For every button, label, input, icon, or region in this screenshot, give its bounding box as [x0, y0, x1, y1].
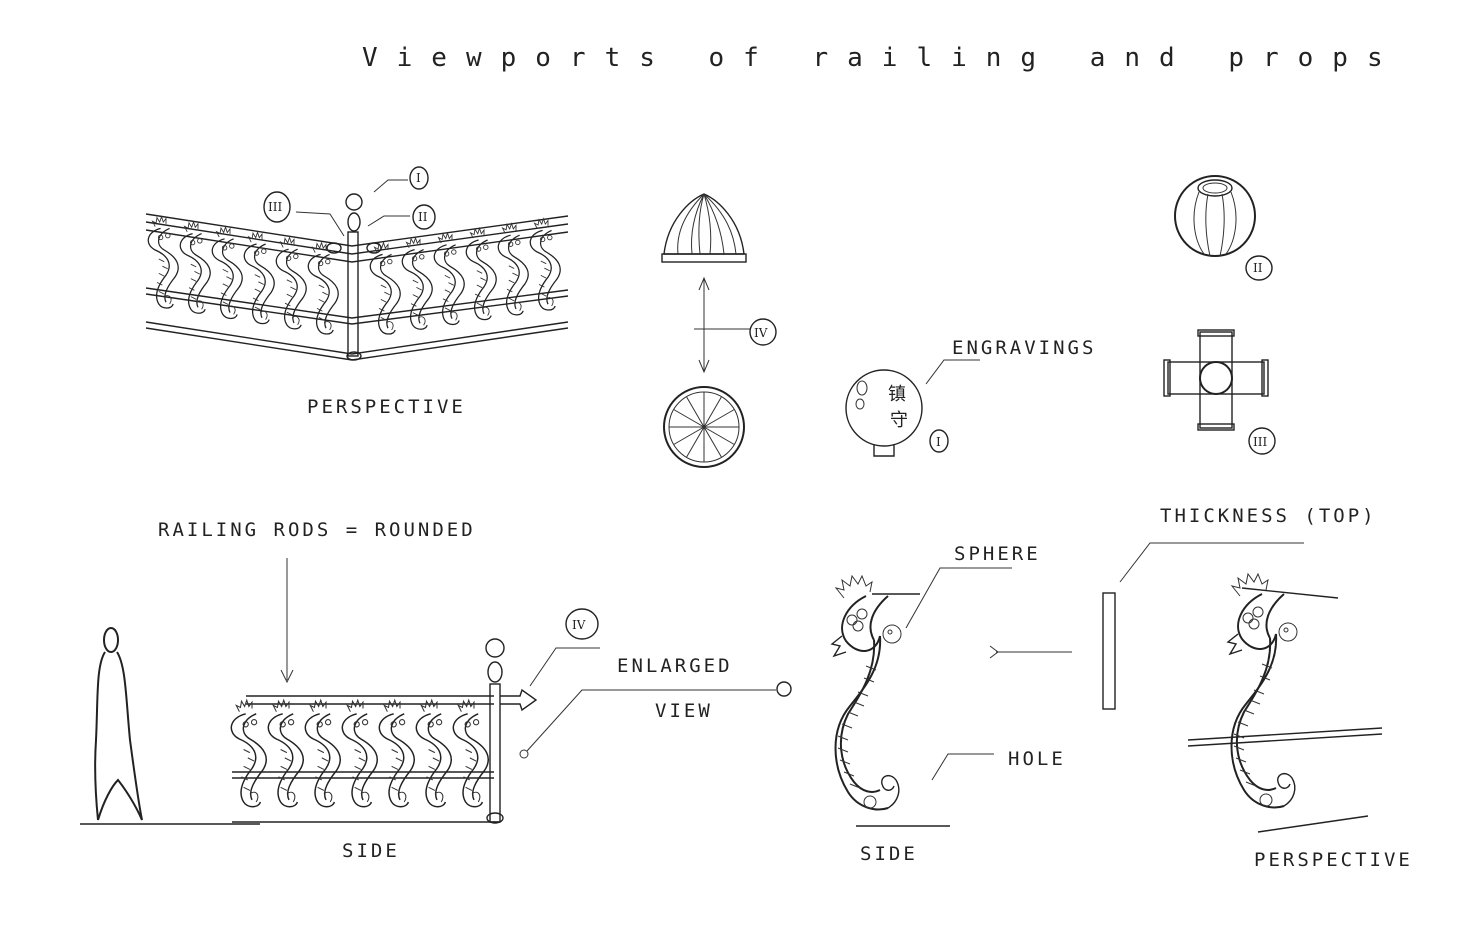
label-sphere: SPHERE: [954, 543, 1041, 565]
engraving-glyph-2: 守: [890, 410, 908, 431]
ball-finial-drawing: II: [1174, 175, 1273, 281]
label-thickness: THICKNESS (TOP): [1160, 505, 1377, 527]
dragon-side-callouts: [905, 567, 1072, 781]
railing-rods-arrow: [280, 558, 294, 684]
callout-i-sphere: I: [936, 435, 941, 449]
enlarged-view-pointer: [519, 681, 792, 759]
serpent-baluster: [452, 699, 489, 808]
engraving-glyph-1: 镇: [888, 384, 906, 405]
cross-connector-drawing: III: [1163, 329, 1276, 455]
thickness-top-view: [1102, 542, 1304, 710]
callout-i-top: I: [416, 171, 421, 185]
dome-rib-line: [686, 396, 705, 428]
callout-ii-ball: II: [1253, 261, 1263, 275]
label-perspective-top: PERSPECTIVE: [307, 396, 466, 418]
perspective-callouts: I II III: [263, 166, 436, 237]
dragon-perspective-drawing: [1187, 573, 1383, 833]
serpent-baluster: [341, 699, 378, 808]
dome-rib-line: [673, 426, 705, 445]
label-enlarged: ENLARGED: [617, 655, 733, 677]
dome-rib-line: [673, 409, 705, 428]
dome-rib-line: [703, 409, 735, 428]
dome-rib-line: [703, 396, 722, 428]
dome-rib-line: [703, 426, 735, 445]
serpent-baluster: [304, 699, 341, 808]
human-scale-figure: [94, 627, 143, 821]
callout-ii-top: II: [418, 210, 428, 224]
label-side-right: SIDE: [860, 843, 918, 865]
serpent-baluster: [529, 218, 561, 311]
callout-iii-top: III: [268, 200, 282, 214]
engraved-sphere-drawing: 镇 守 I: [845, 359, 980, 457]
view-arrow-iv: IV: [694, 276, 777, 374]
callout-iv-side: IV: [572, 618, 586, 632]
dome-rib-line: [703, 426, 722, 458]
label-side-left: SIDE: [342, 840, 400, 862]
label-view: VIEW: [655, 700, 713, 722]
perspective-railing-drawing: [145, 193, 569, 361]
dome-rib-line: [686, 426, 705, 458]
callout-iii-cross: III: [1253, 435, 1267, 449]
serpent-baluster: [378, 699, 415, 808]
dragon-side-view-drawing: [831, 575, 950, 827]
side-railing-drawing: IV: [80, 608, 600, 825]
serpent-baluster: [267, 699, 304, 808]
label-engravings: ENGRAVINGS: [952, 337, 1096, 359]
callout-iv-mid: IV: [754, 326, 768, 340]
dome-top-view: [663, 386, 745, 468]
sheet-title: Viewports of railing and props: [362, 43, 1402, 73]
dome-finial-drawing: [661, 193, 747, 263]
serpent-baluster: [415, 699, 452, 808]
label-railing-rods: RAILING RODS = ROUNDED: [158, 519, 476, 541]
label-perspective-bottom: PERSPECTIVE: [1254, 849, 1413, 871]
label-hole: HOLE: [1008, 748, 1066, 770]
serpent-baluster: [230, 699, 267, 808]
